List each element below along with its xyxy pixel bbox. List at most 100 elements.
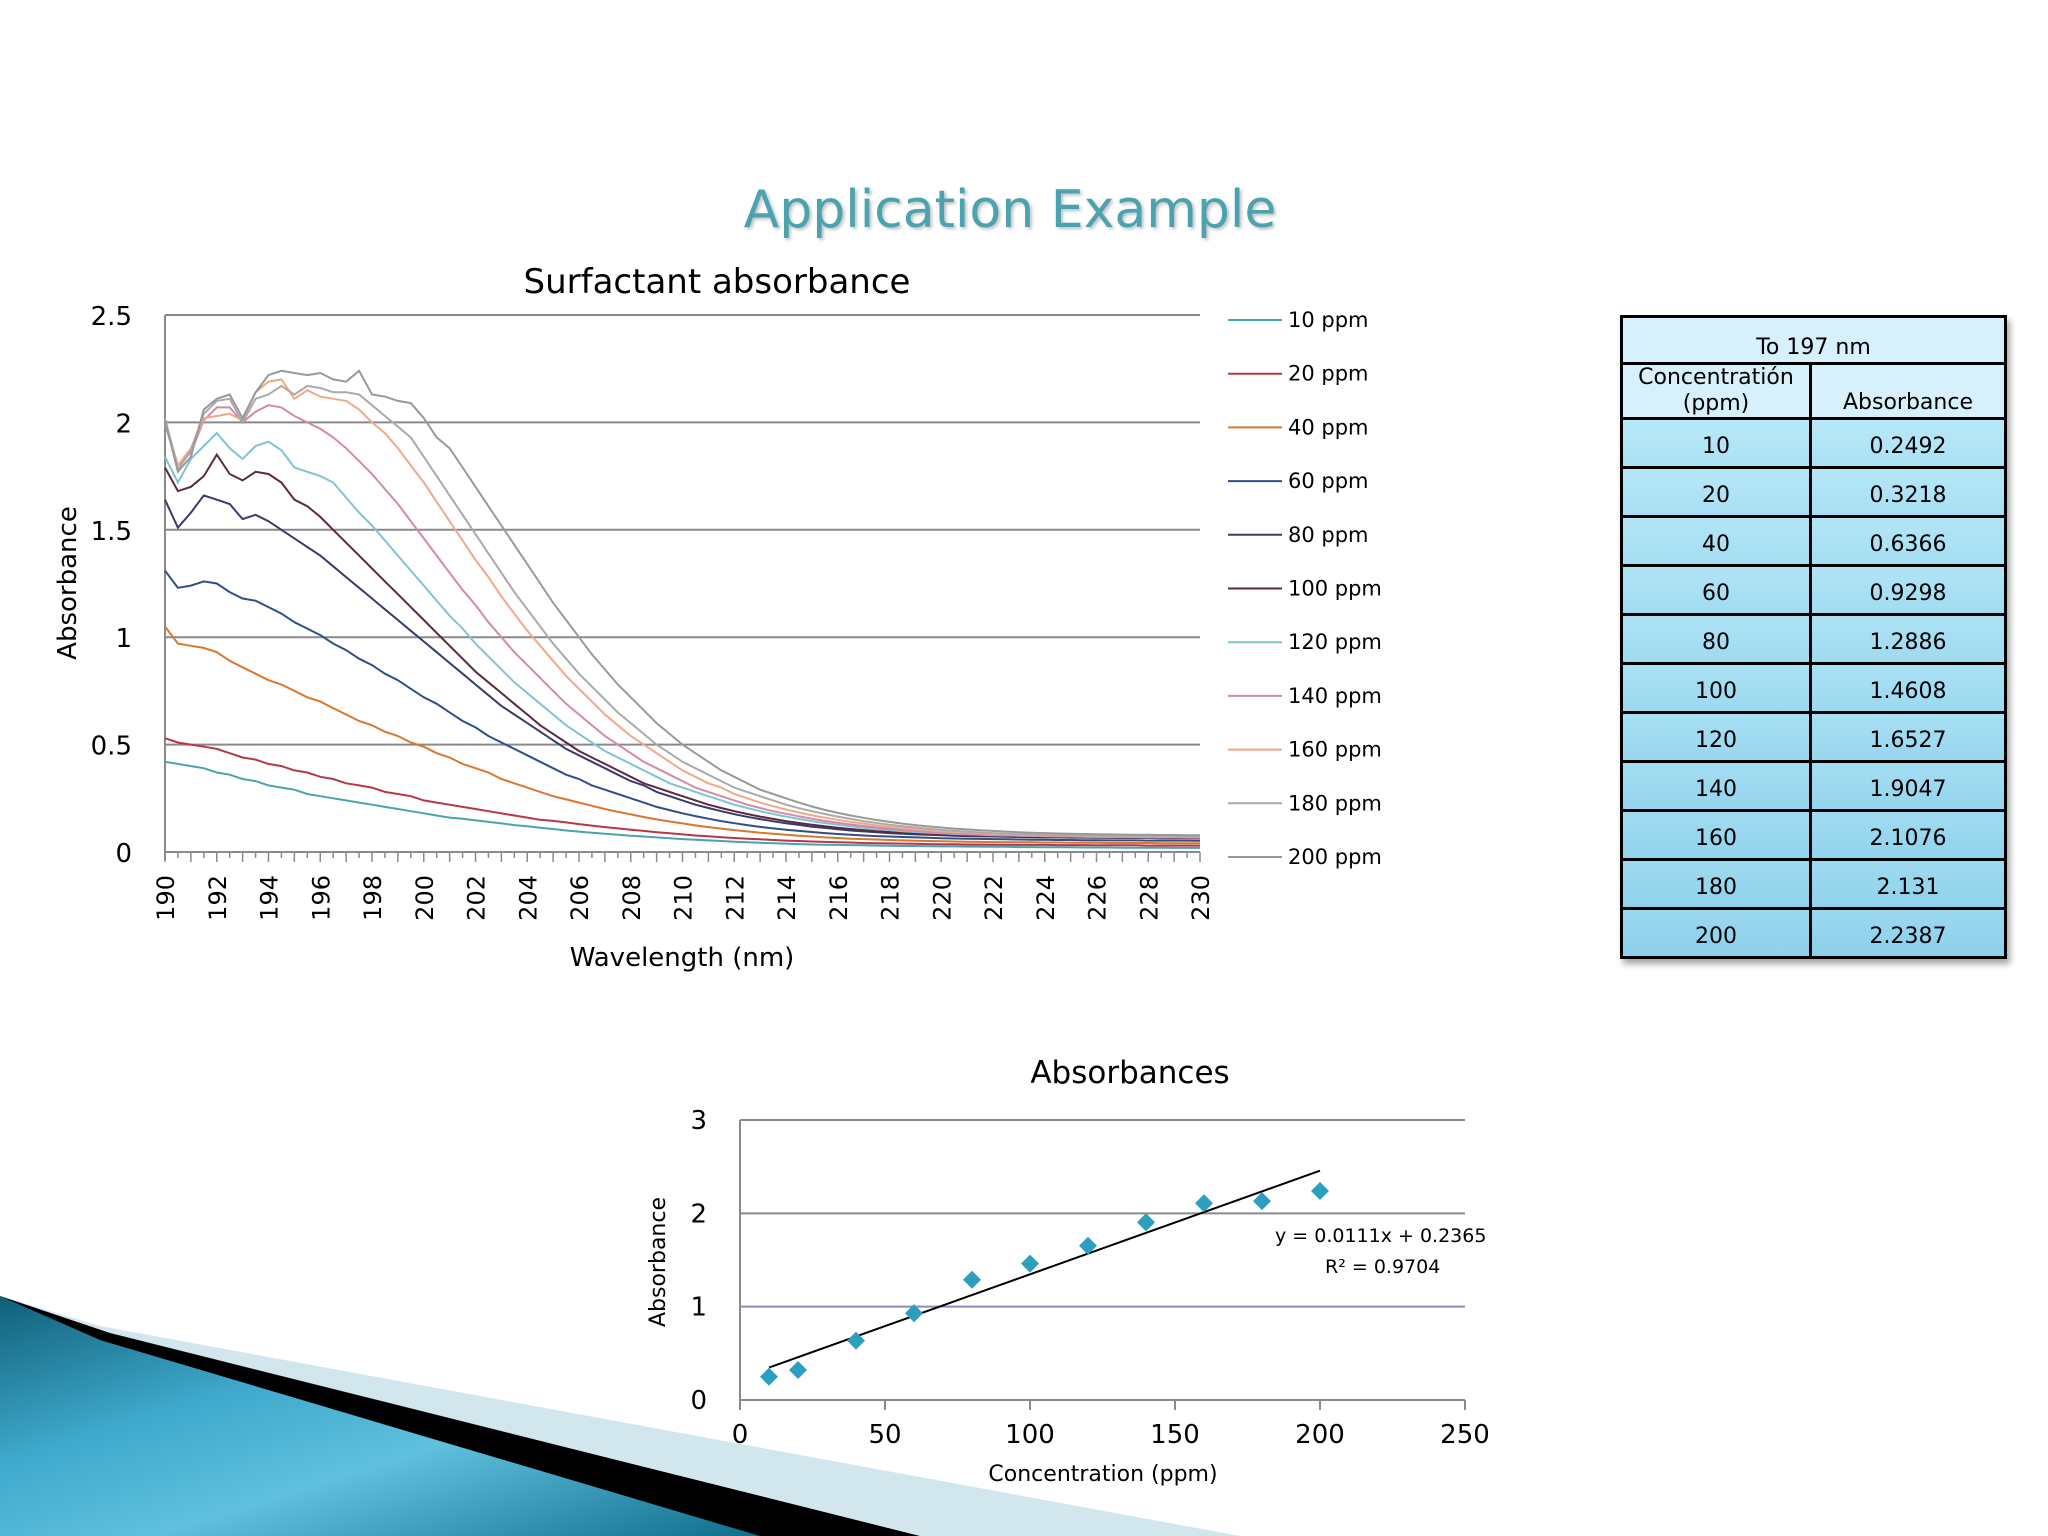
series-line-200-ppm [164,369,1200,837]
table-row: 60 0.9298 [1620,564,2007,616]
y-tick-label: 0 [690,1386,707,1416]
x-tick-label: 212 [721,875,749,921]
concentration-cell: 140 [1620,760,1812,812]
concentration-cell: 40 [1620,515,1812,567]
table-row: 10 0.2492 [1620,417,2007,469]
concentration-cell: 20 [1620,466,1812,518]
absorbance-cell: 1.9047 [1809,760,2007,812]
absorbance-cell: 1.4608 [1809,662,2007,714]
data-point [905,1304,923,1323]
x-tick-label: 0 [732,1420,749,1450]
concentration-cell: 80 [1620,613,1812,665]
x-tick-label: 202 [463,875,491,921]
series-line-140-ppm [164,404,1200,839]
x-tick-label: 228 [1135,875,1163,921]
table-row: 40 0.6366 [1620,515,2007,567]
y-axis-label: Absorbance [646,1197,671,1327]
absorbance-cell: 2.2387 [1809,907,2007,959]
data-point [847,1331,865,1350]
x-tick-label: 214 [773,875,801,921]
absorbance-cell: 2.131 [1809,858,2007,910]
absorbance-data-table: To 197 nm Concentratión (ppm) Absorbance… [1620,315,2007,959]
concentration-cell: 100 [1620,662,1812,714]
legend-label: 80 ppm [1288,523,1369,547]
table-row: 120 1.6527 [1620,711,2007,763]
legend-label: 20 ppm [1288,362,1369,386]
legend-label: 40 ppm [1288,415,1369,439]
slide-title: Application Example [743,180,1277,240]
table-header-concentration: Concentratión (ppm) [1620,362,1812,420]
x-tick-label: 208 [618,875,646,921]
data-point [1253,1192,1271,1211]
table-row: 20 0.3218 [1620,466,2007,518]
data-point [789,1360,807,1379]
y-tick-label: 2 [115,409,132,439]
series-line-40-ppm [164,625,1200,845]
table-caption: To 197 nm [1620,315,2007,365]
absorbances-scatter-chart: Absorbances 0 1 2 3 0 50 100 150 200 250 Concentrat… [646,1055,1490,1487]
x-tick-label: 224 [1032,875,1060,921]
x-tick-label: 204 [514,875,542,921]
x-tick-label: 216 [825,875,853,921]
legend-label: 100 ppm [1288,577,1382,601]
y-tick-label: 0.5 [91,732,132,762]
x-tick-label: 250 [1440,1420,1490,1450]
legend-label: 160 ppm [1288,738,1382,762]
y-tick-label: 1 [690,1293,707,1323]
concentration-cell: 160 [1620,809,1812,861]
y-tick-label: 1 [115,624,132,654]
x-tick-label: 218 [877,875,905,921]
x-tick-label: 190 [152,875,180,921]
concentration-cell: 120 [1620,711,1812,763]
x-tick-label: 194 [256,875,284,921]
x-tick-label: 192 [204,875,232,921]
concentration-cell: 180 [1620,858,1812,910]
legend-label: 180 ppm [1288,791,1382,815]
concentration-cell: 10 [1620,417,1812,469]
legend-label: 60 ppm [1288,469,1369,493]
absorbance-cell: 1.6527 [1809,711,2007,763]
x-tick-label: 230 [1187,875,1215,921]
x-tick-label: 200 [411,875,439,921]
x-tick-label: 226 [1084,875,1112,921]
series-line-20-ppm [164,737,1200,847]
data-point [1311,1182,1329,1201]
series-line-10-ppm [164,760,1200,849]
y-tick-label: 0 [115,839,132,869]
trendline [768,1169,1321,1369]
x-tick-label: 50 [868,1420,901,1450]
y-tick-label: 2 [690,1199,707,1229]
data-point [1137,1213,1155,1232]
absorbance-cell: 0.9298 [1809,564,2007,616]
x-tick-label: 220 [928,875,956,921]
absorbance-cell: 1.2886 [1809,613,2007,665]
absorbance-cell: 0.2492 [1809,417,2007,469]
legend-label: 10 ppm [1288,308,1369,332]
table-row: 160 2.1076 [1620,809,2007,861]
x-tick-label: 100 [1005,1420,1055,1450]
absorbance-cell: 0.3218 [1809,466,2007,518]
surfactant-absorbance-chart: Surfactant absorbance 0 0.5 1 1.5 2 2.5 190 192 1… [53,262,1382,973]
y-axis-label: Absorbance [53,506,83,660]
trendline-equation: y = 0.0111x + 0.2365 [1275,1225,1486,1247]
table-row: 140 1.9047 [1620,760,2007,812]
x-tick-label: 150 [1150,1420,1200,1450]
swoosh-teal-band [0,1296,760,1536]
data-point [963,1270,981,1289]
x-tick-label: 200 [1295,1420,1345,1450]
r-squared-label: R² = 0.9704 [1325,1256,1440,1278]
table-body: 10 0.2492 20 0.3218 40 0.6366 60 0.9298 80 1.2886… [1620,417,2007,959]
data-point [1021,1254,1039,1273]
table-row: 100 1.4608 [1620,662,2007,714]
concentration-cell: 60 [1620,564,1812,616]
data-point [1079,1236,1097,1255]
concentration-cell: 200 [1620,907,1812,959]
chart-title: Absorbances [1030,1055,1229,1091]
y-tick-label: 3 [690,1106,707,1136]
series-line-60-ppm [164,570,1201,842]
x-axis-label: Wavelength (nm) [570,943,795,973]
series-line-180-ppm [164,384,1200,838]
x-tick-label: 198 [359,875,387,921]
table-row: 180 2.131 [1620,858,2007,910]
